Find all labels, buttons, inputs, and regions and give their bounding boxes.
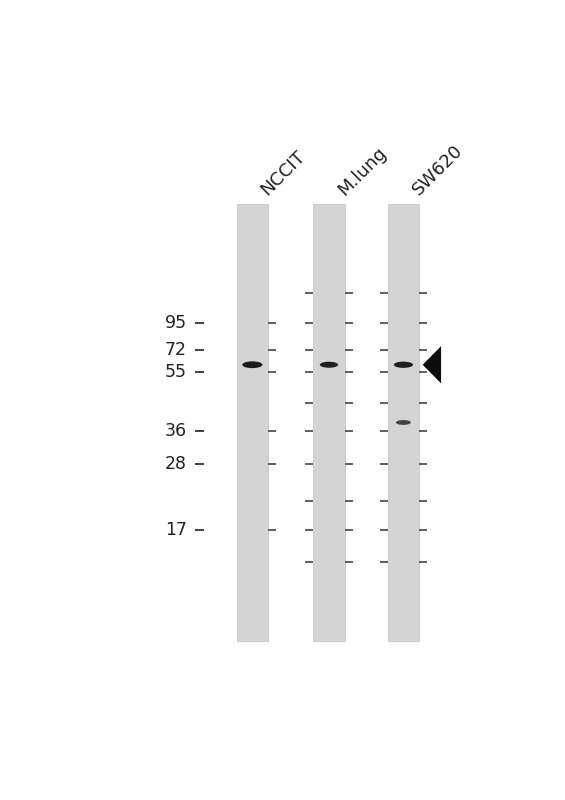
Text: 55: 55	[164, 363, 186, 381]
Text: NCCIT: NCCIT	[258, 147, 309, 199]
Bar	[313, 204, 345, 641]
Polygon shape	[423, 346, 441, 383]
Text: M.lung: M.lung	[334, 143, 390, 199]
Bar	[388, 204, 419, 641]
Text: 95: 95	[164, 314, 186, 332]
Text: SW620: SW620	[408, 142, 466, 199]
Text: 17: 17	[164, 521, 186, 538]
Ellipse shape	[242, 362, 262, 368]
Ellipse shape	[320, 362, 338, 368]
Ellipse shape	[396, 420, 411, 425]
Ellipse shape	[394, 362, 413, 368]
Text: 36: 36	[164, 422, 186, 440]
Bar	[237, 204, 268, 641]
Text: 28: 28	[164, 455, 186, 473]
Text: 72: 72	[164, 342, 186, 359]
